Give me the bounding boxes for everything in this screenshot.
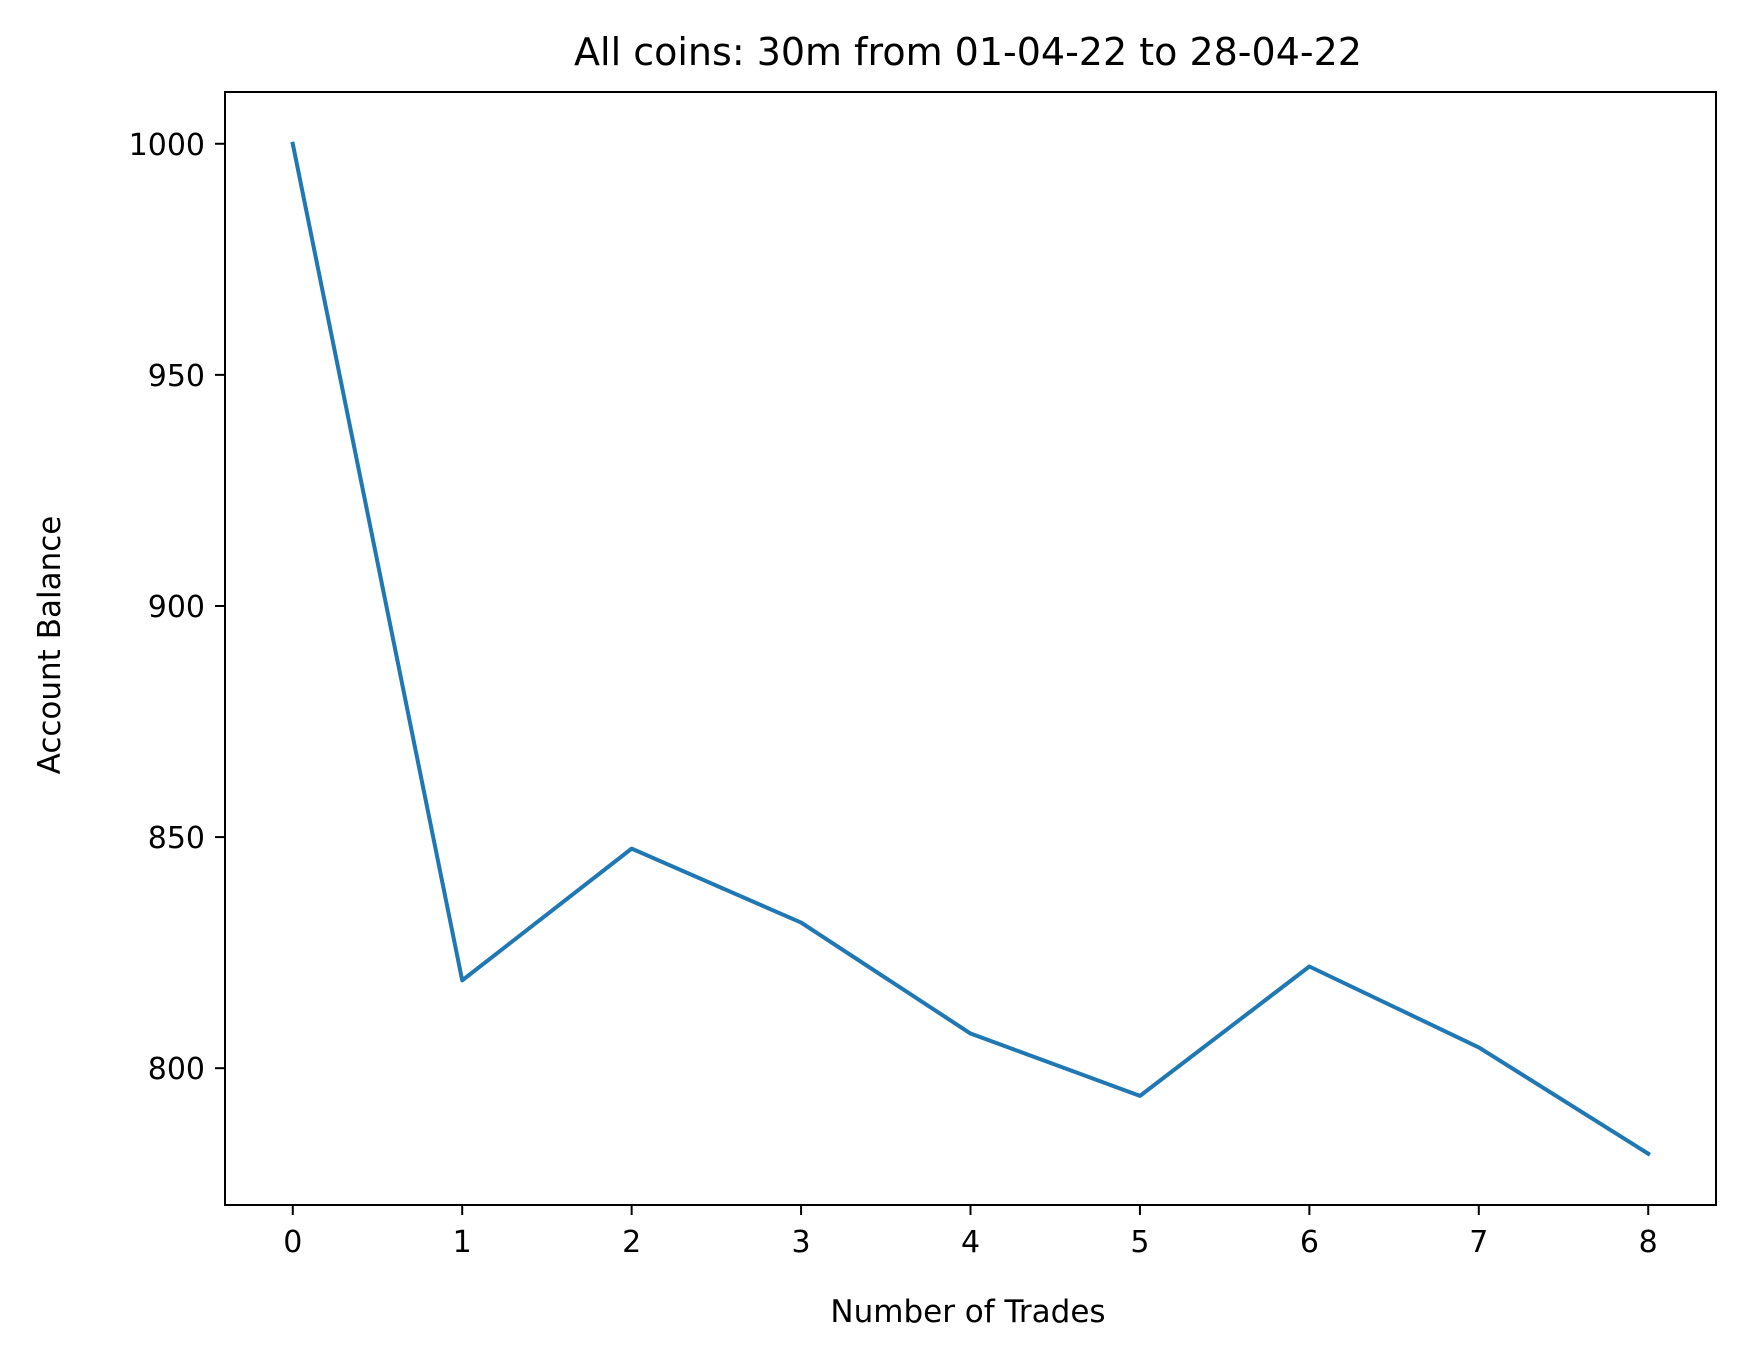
y-tick-label: 900 xyxy=(148,590,205,625)
x-tick-label: 8 xyxy=(1639,1225,1658,1260)
y-tick-label: 850 xyxy=(148,821,205,856)
x-axis-ticks: 0 1 2 3 4 5 6 7 8 xyxy=(283,1205,1658,1260)
x-axis-label: Number of Trades xyxy=(830,1294,1105,1330)
x-tick-label: 1 xyxy=(453,1225,472,1260)
x-tick-label: 4 xyxy=(961,1225,980,1260)
y-tick-label: 1000 xyxy=(129,128,205,163)
x-tick-label: 5 xyxy=(1130,1225,1149,1260)
x-tick-label: 6 xyxy=(1300,1225,1319,1260)
y-tick-label: 800 xyxy=(148,1052,205,1087)
y-axis-ticks: 800 850 900 950 1000 xyxy=(129,128,225,1087)
y-axis-label: Account Balance xyxy=(32,516,68,775)
y-tick-label: 950 xyxy=(148,359,205,394)
chart-title: All coins: 30m from 01-04-22 to 28-04-22 xyxy=(574,30,1362,74)
x-tick-label: 3 xyxy=(792,1225,811,1260)
x-tick-label: 7 xyxy=(1469,1225,1488,1260)
x-tick-label: 2 xyxy=(622,1225,641,1260)
series-line-0 xyxy=(290,141,1651,1157)
x-tick-label: 0 xyxy=(283,1225,302,1260)
